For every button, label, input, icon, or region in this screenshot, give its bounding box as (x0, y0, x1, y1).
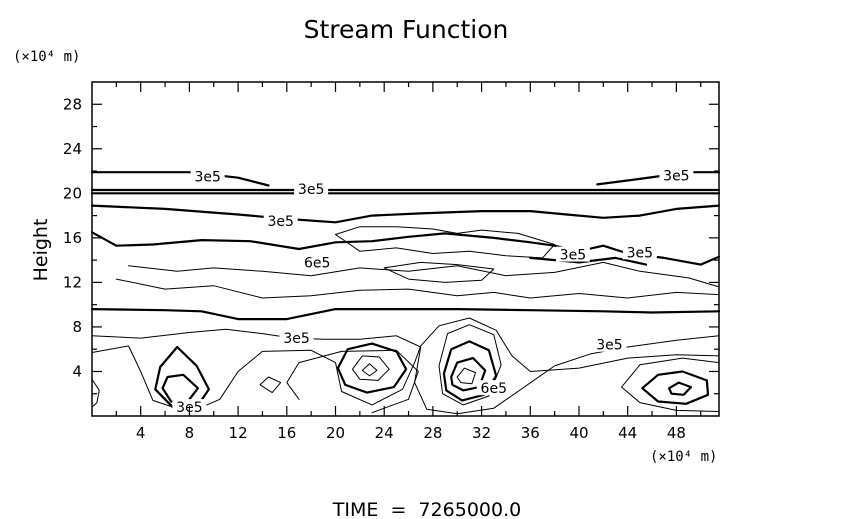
x-tick-label: 28 (423, 424, 442, 442)
chart-title: Stream Function (304, 15, 509, 44)
y-tick-label: 24 (63, 140, 82, 158)
contour-line (621, 357, 720, 388)
contour-line (456, 367, 476, 385)
contour-line (529, 256, 648, 266)
contour-line (336, 342, 408, 394)
contour-label-background (659, 167, 694, 183)
x-tick-label: 24 (375, 424, 394, 442)
contour-label-background (555, 246, 590, 262)
contour-label-background (300, 254, 335, 270)
contour-label: 3e5 (298, 182, 324, 198)
contour-line (667, 381, 693, 396)
y-tick-label: 16 (63, 229, 82, 247)
contour-label-background (592, 336, 627, 352)
contour-label-background (263, 213, 298, 229)
x-tick-label: 32 (472, 424, 491, 442)
contour-line (161, 373, 199, 404)
contour-line (442, 340, 498, 402)
contour-lines (90, 171, 721, 415)
contour-line (90, 308, 721, 321)
contour-label-background (190, 168, 225, 184)
x-tick-label: 44 (618, 424, 637, 442)
contour-label-background (294, 180, 329, 196)
contour-line (91, 328, 720, 415)
contour-line (352, 355, 390, 381)
y-unit-label: (×10⁴ m) (13, 49, 80, 65)
contour-label: 3e5 (663, 169, 689, 185)
contour-label: 6e5 (481, 381, 507, 397)
contour-line (128, 261, 720, 288)
y-tick-label: 20 (63, 184, 82, 202)
y-tick-label: 28 (63, 95, 82, 113)
contour-line (621, 386, 720, 412)
contour-label: 3e5 (627, 245, 653, 261)
x-tick-label: 4 (136, 424, 146, 442)
contour-line (90, 204, 721, 224)
contour-line (90, 171, 270, 187)
contour-label: 3e5 (267, 214, 293, 230)
contour-label: 3e5 (596, 338, 622, 354)
x-tick-label: 16 (277, 424, 296, 442)
contour-label-background (476, 380, 511, 396)
x-tick-label: 20 (326, 424, 345, 442)
x-tick-label: 12 (229, 424, 248, 442)
contour-line (596, 171, 721, 186)
contour-line (91, 378, 100, 408)
x-unit-label: (×10⁴ m) (650, 449, 717, 465)
contour-line (438, 324, 502, 406)
y-tick-label: 4 (72, 362, 82, 380)
contour-line (286, 349, 419, 414)
contour-line (335, 226, 556, 259)
y-tick-label: 8 (72, 318, 82, 336)
contour-line (91, 317, 720, 414)
contour-line (383, 261, 495, 283)
x-tick-label: 40 (569, 424, 588, 442)
contour-line (450, 357, 487, 392)
plot-frame (91, 81, 720, 417)
contour-line (115, 278, 720, 299)
contour-label: 3e5 (283, 331, 309, 347)
contour-label: 3e5 (560, 248, 586, 264)
contour-label: 6e5 (304, 255, 330, 271)
y-axis-label: Height (30, 219, 52, 282)
y-tick-label: 12 (63, 273, 82, 291)
footer-time: TIME = 7265000.0 (332, 499, 521, 519)
contour-line (641, 370, 710, 405)
contour-label-background (279, 330, 314, 346)
contour-line (259, 376, 282, 394)
x-tick-label: 36 (521, 424, 540, 442)
x-tick-label: 48 (667, 424, 686, 442)
x-tick-label: 8 (185, 424, 195, 442)
contour-label-background (622, 244, 657, 260)
contour-line (361, 363, 378, 377)
contour-label: 3e5 (194, 170, 220, 186)
